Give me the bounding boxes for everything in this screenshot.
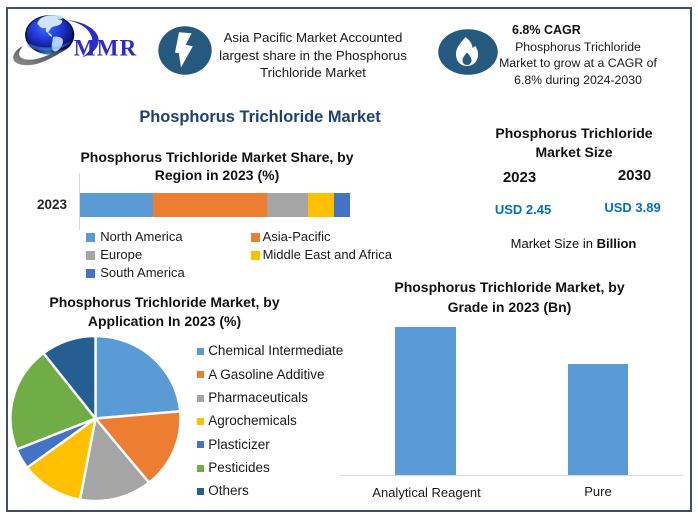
svg-text:MMR: MMR xyxy=(74,35,138,60)
